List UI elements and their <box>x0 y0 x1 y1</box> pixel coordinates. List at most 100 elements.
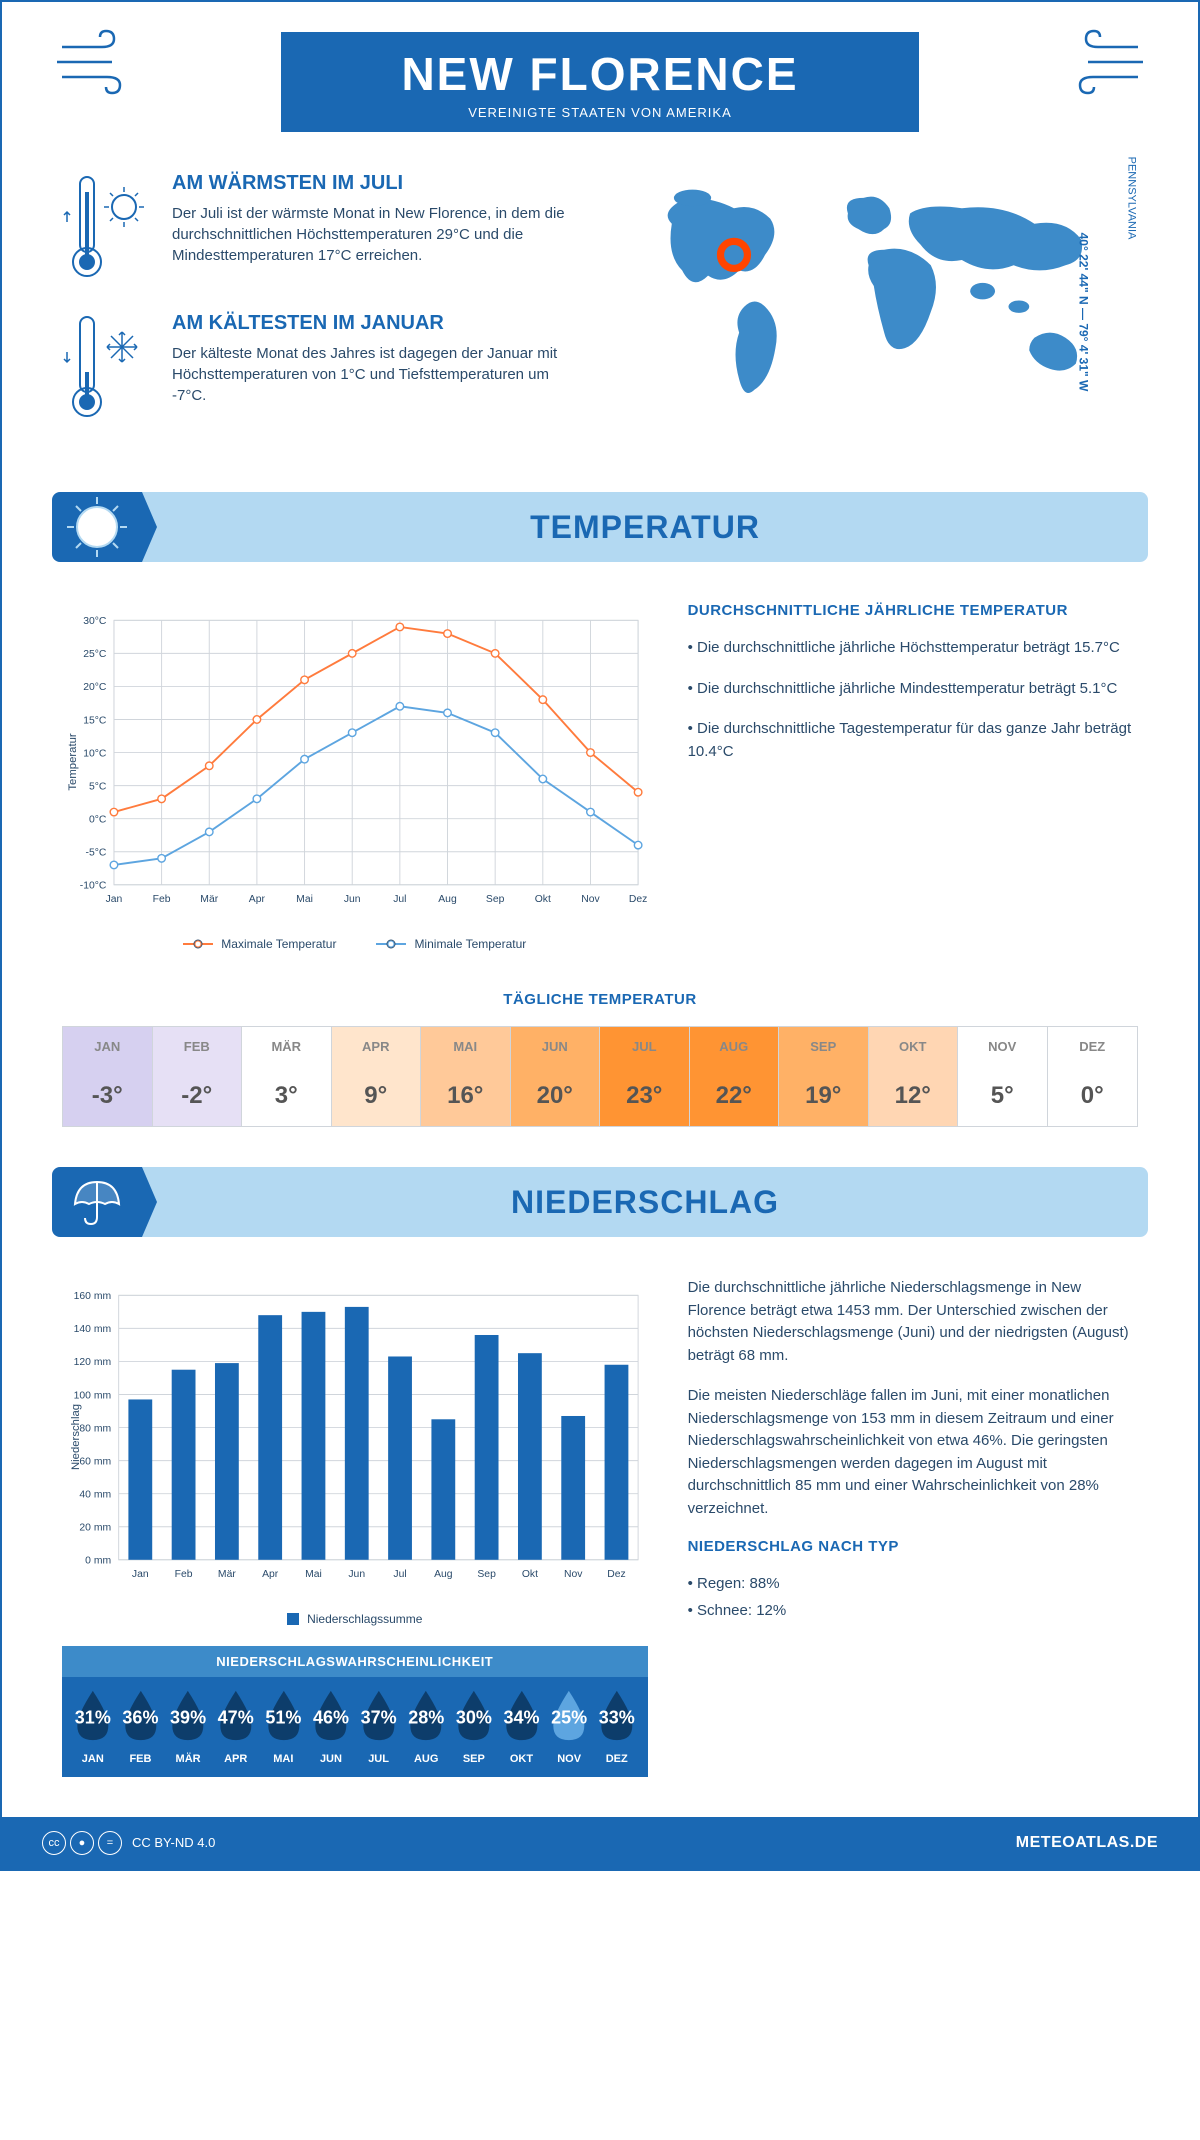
svg-text:Apr: Apr <box>262 1569 279 1580</box>
svg-text:15°C: 15°C <box>83 715 107 726</box>
footer-site: METEOATLAS.DE <box>1016 1834 1158 1852</box>
svg-text:Nov: Nov <box>564 1569 583 1580</box>
svg-text:Jul: Jul <box>393 1569 406 1580</box>
daily-temp-grid: JAN-3°FEB-2°MÄR3°APR9°MAI16°JUN20°JUL23°… <box>62 1026 1138 1127</box>
svg-text:0°C: 0°C <box>89 814 107 825</box>
wind-icon-left <box>52 27 162 102</box>
svg-text:Feb: Feb <box>175 1569 193 1580</box>
umbrella-icon <box>52 1167 142 1237</box>
prob-drop: 33%DEZ <box>594 1689 640 1765</box>
svg-text:40 mm: 40 mm <box>79 1489 111 1500</box>
precip-legend: Niederschlagssumme <box>62 1612 648 1626</box>
stats-title: DURCHSCHNITTLICHE JÄHRLICHE TEMPERATUR <box>688 602 1138 619</box>
svg-text:Mai: Mai <box>296 894 313 905</box>
prob-drop: 36%FEB <box>118 1689 164 1765</box>
country-name: VEREINIGTE STAATEN VON AMERIKA <box>401 105 798 120</box>
temp-title: TEMPERATUR <box>142 492 1148 562</box>
precip-type-title: NIEDERSCHLAG NACH TYP <box>688 1538 1138 1555</box>
temp-legend: Maximale Temperatur Minimale Temperatur <box>62 937 648 951</box>
warmest-text: Der Juli ist der wärmste Monat in New Fl… <box>172 203 580 266</box>
temp-cell: NOV5° <box>958 1027 1048 1126</box>
svg-text:5°C: 5°C <box>89 781 107 792</box>
prob-drop: 34%OKT <box>499 1689 545 1765</box>
svg-text:Mai: Mai <box>305 1569 322 1580</box>
prob-drop: 25%NOV <box>546 1689 592 1765</box>
svg-text:Okt: Okt <box>522 1569 538 1580</box>
temp-chart-container: -10°C-5°C0°C5°C10°C15°C20°C25°C30°CJanFe… <box>62 602 648 951</box>
svg-text:-5°C: -5°C <box>86 848 107 859</box>
coldest-title: AM KÄLTESTEN IM JANUAR <box>172 312 580 335</box>
world-map-icon <box>620 172 1138 431</box>
temp-section-header: TEMPERATUR <box>52 492 1148 562</box>
coordinates: 40° 22' 44" N — 79° 4' 31" W <box>1077 233 1091 392</box>
temp-cell: DEZ0° <box>1048 1027 1138 1126</box>
daily-title: TÄGLICHE TEMPERATUR <box>62 991 1138 1008</box>
svg-text:10°C: 10°C <box>83 748 107 759</box>
svg-text:Sep: Sep <box>477 1569 496 1580</box>
precip-bar-chart: 0 mm20 mm40 mm60 mm80 mm100 mm120 mm140 … <box>62 1277 648 1597</box>
precip-probability: NIEDERSCHLAGSWAHRSCHEINLICHKEIT 31%JAN36… <box>62 1646 648 1777</box>
legend-max: Maximale Temperatur <box>183 937 336 951</box>
temp-cell: JUN20° <box>511 1027 601 1126</box>
temp-cell: AUG22° <box>690 1027 780 1126</box>
by-icon: ● <box>70 1831 94 1855</box>
city-name: NEW FLORENCE <box>401 47 798 101</box>
precip-chart-container: 0 mm20 mm40 mm60 mm80 mm100 mm120 mm140 … <box>62 1277 648 1777</box>
stat2: • Die durchschnittliche jährliche Mindes… <box>688 678 1138 701</box>
temp-line-chart: -10°C-5°C0°C5°C10°C15°C20°C25°C30°CJanFe… <box>62 602 648 922</box>
footer: cc ● = CC BY-ND 4.0 METEOATLAS.DE <box>2 1817 1198 1869</box>
footer-license: cc ● = CC BY-ND 4.0 <box>42 1831 215 1855</box>
nd-icon: = <box>98 1831 122 1855</box>
svg-text:60 mm: 60 mm <box>79 1456 111 1467</box>
svg-text:Okt: Okt <box>535 894 551 905</box>
legend-min: Minimale Temperatur <box>376 937 526 951</box>
type-snow: • Schnee: 12% <box>688 1600 1138 1623</box>
svg-text:Sep: Sep <box>486 894 505 905</box>
temp-cell: OKT12° <box>869 1027 959 1126</box>
daily-temp-section: TÄGLICHE TEMPERATUR JAN-3°FEB-2°MÄR3°APR… <box>2 981 1198 1157</box>
temp-cell: JAN-3° <box>63 1027 153 1126</box>
temp-cell: SEP19° <box>779 1027 869 1126</box>
temp-cell: JUL23° <box>600 1027 690 1126</box>
svg-text:Jun: Jun <box>344 894 361 905</box>
legend-precip: Niederschlagssumme <box>287 1612 422 1626</box>
svg-text:Dez: Dez <box>629 894 647 905</box>
precip-text1: Die durchschnittliche jährliche Niedersc… <box>688 1277 1138 1367</box>
svg-text:Dez: Dez <box>607 1569 625 1580</box>
thermometer-cold-icon <box>62 312 152 427</box>
prob-grid: 31%JAN36%FEB39%MÄR47%APR51%MAI46%JUN37%J… <box>62 1677 648 1777</box>
svg-text:Jun: Jun <box>348 1569 365 1580</box>
prob-drop: 31%JAN <box>70 1689 116 1765</box>
svg-text:Feb: Feb <box>153 894 171 905</box>
svg-text:Jan: Jan <box>106 894 123 905</box>
prob-title: NIEDERSCHLAGSWAHRSCHEINLICHKEIT <box>62 1646 648 1677</box>
temp-cell: MAI16° <box>421 1027 511 1126</box>
intro-section: AM WÄRMSTEN IM JULI Der Juli ist der wär… <box>2 152 1198 482</box>
svg-text:160 mm: 160 mm <box>74 1291 111 1302</box>
header: NEW FLORENCE VEREINIGTE STAATEN VON AMER… <box>2 2 1198 152</box>
svg-text:Nov: Nov <box>581 894 600 905</box>
type-rain: • Regen: 88% <box>688 1573 1138 1596</box>
svg-text:Mär: Mär <box>218 1569 236 1580</box>
temp-cell: APR9° <box>332 1027 422 1126</box>
warmest-title: AM WÄRMSTEN IM JULI <box>172 172 580 195</box>
svg-text:25°C: 25°C <box>83 649 107 660</box>
thermometer-hot-icon <box>62 172 152 287</box>
svg-text:Jan: Jan <box>132 1569 149 1580</box>
stat1: • Die durchschnittliche jährliche Höchst… <box>688 637 1138 660</box>
precip-content: 0 mm20 mm40 mm60 mm80 mm100 mm120 mm140 … <box>2 1247 1198 1797</box>
svg-text:-10°C: -10°C <box>80 881 107 892</box>
cc-icon: cc <box>42 1831 66 1855</box>
svg-text:30°C: 30°C <box>83 616 107 627</box>
svg-text:Mär: Mär <box>200 894 218 905</box>
temp-stats: DURCHSCHNITTLICHE JÄHRLICHE TEMPERATUR •… <box>688 602 1138 951</box>
title-banner: NEW FLORENCE VEREINIGTE STAATEN VON AMER… <box>281 32 918 132</box>
state-label: PENNSYLVANIA <box>1126 157 1138 240</box>
temp-cell: FEB-2° <box>153 1027 243 1126</box>
svg-text:20 mm: 20 mm <box>79 1523 111 1534</box>
precip-text2: Die meisten Niederschläge fallen im Juni… <box>688 1385 1138 1520</box>
prob-drop: 51%MAI <box>261 1689 307 1765</box>
svg-text:0 mm: 0 mm <box>85 1556 111 1567</box>
svg-text:120 mm: 120 mm <box>74 1357 111 1368</box>
precip-title: NIEDERSCHLAG <box>142 1167 1148 1237</box>
